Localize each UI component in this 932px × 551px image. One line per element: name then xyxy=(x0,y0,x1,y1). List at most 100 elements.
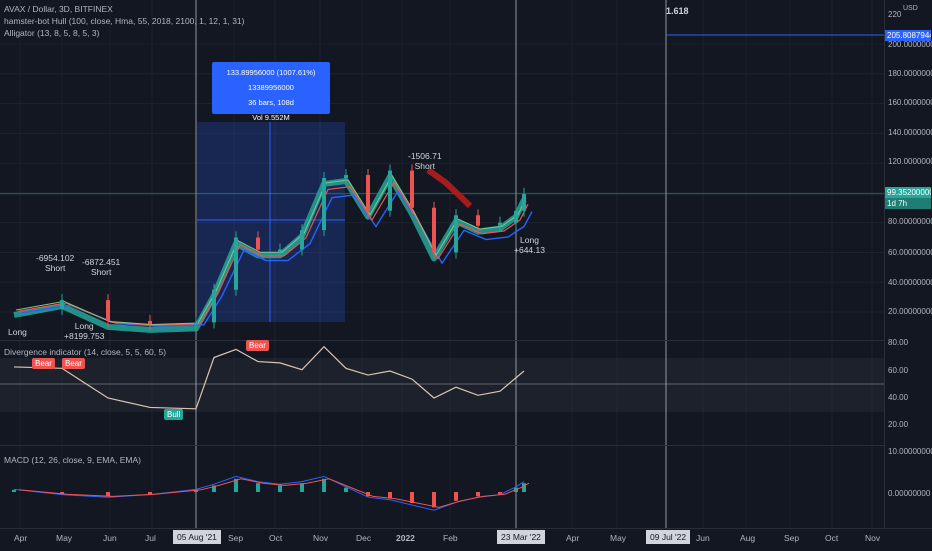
macd-histogram-bar xyxy=(60,492,64,495)
price-tick: 180.00000000 xyxy=(888,69,932,78)
time-tick: Apr xyxy=(14,533,28,543)
main-legend: AVAX / Dollar, 3D, BITFINEX hamster-bot … xyxy=(4,3,245,39)
candle-body xyxy=(300,230,304,250)
divergence-tick: 40.00 xyxy=(888,393,909,402)
time-axis[interactable] xyxy=(0,528,932,551)
macd-histogram-bar xyxy=(476,492,480,497)
bear-divergence-tag: Bear xyxy=(246,340,269,351)
divergence-legend[interactable]: Divergence indicator (14, close, 5, 5, 6… xyxy=(4,347,167,357)
time-tick: Jun xyxy=(696,533,710,543)
fib-price-badge: 205.80879446 xyxy=(885,30,931,41)
bear-divergence-tag: Bear xyxy=(32,358,55,369)
macd-histogram-bar xyxy=(212,485,216,492)
price-tick: 140.00000000 xyxy=(888,128,932,137)
macd-histogram-bar xyxy=(234,478,238,492)
candle-body xyxy=(366,175,370,211)
macd-signal-line xyxy=(18,478,530,508)
range-start-badge: 05 Aug '21 xyxy=(173,530,221,544)
time-tick: Oct xyxy=(269,533,283,543)
symbol-title[interactable]: AVAX / Dollar, 3D, BITFINEX xyxy=(4,4,113,14)
divergence-tick: 60.00 xyxy=(888,366,909,375)
candle-body xyxy=(234,237,238,290)
macd-histogram-bar xyxy=(498,492,502,495)
time-tick: Oct xyxy=(825,533,839,543)
candle-body xyxy=(60,300,64,310)
long-signal-label: Long +644.13 xyxy=(514,235,545,255)
bear-divergence-tag: Bear xyxy=(62,358,85,369)
macd-histogram-bar xyxy=(106,492,110,497)
short-signal-label: -6872.451 Short xyxy=(82,257,121,277)
price-tick: 80.00000000 xyxy=(888,217,932,226)
candle-body xyxy=(388,170,392,211)
macd-histogram-bar xyxy=(432,492,436,508)
bull-divergence-tag: Bull xyxy=(164,409,184,420)
macd-histogram-bar xyxy=(388,492,392,499)
candle-body xyxy=(522,193,526,211)
measure-change: 133.89956000 (1007.61%) 13389956000 xyxy=(226,68,316,92)
alligator-jaw-line xyxy=(21,189,533,327)
macd-histogram-bar xyxy=(410,492,414,503)
pane-separator[interactable] xyxy=(0,340,932,341)
candle-body xyxy=(278,249,282,252)
hull-legend[interactable]: hamster-bot Hull (100, close, Hma, 55, 2… xyxy=(4,16,245,26)
divergence-tick: 80.00 xyxy=(888,338,909,347)
price-tick: 40.00000000 xyxy=(888,278,932,287)
macd-tick: 0.00000000 xyxy=(888,489,931,498)
candle-body xyxy=(212,289,216,323)
alligator-legend[interactable]: Alligator (13, 8, 5, 8, 5, 3) xyxy=(4,28,100,38)
measure-bars: 36 bars, 108d xyxy=(248,98,294,107)
time-tick: Apr xyxy=(566,533,580,543)
candle-body xyxy=(148,320,152,324)
price-tick: 60.00000000 xyxy=(888,248,932,257)
macd-histogram-bar xyxy=(344,487,348,492)
time-tick: Nov xyxy=(865,533,881,543)
long-signal-label: Long +8199.753 xyxy=(64,321,105,341)
candle-body xyxy=(454,215,458,253)
price-tick: 160.00000000 xyxy=(888,98,932,107)
time-tick: Feb xyxy=(443,533,458,543)
divergence-line xyxy=(13,345,525,410)
price-axis[interactable] xyxy=(884,0,932,528)
candle-body xyxy=(498,222,502,226)
price-tick: 220 xyxy=(888,10,902,19)
price-tick: 200.00000000 xyxy=(888,40,932,49)
time-tick: May xyxy=(56,533,73,543)
pane-separator[interactable] xyxy=(0,445,932,446)
divergence-tick: 20.00 xyxy=(888,420,909,429)
currency-label[interactable]: USD xyxy=(903,5,918,12)
measure-tooltip: 133.89956000 (1007.61%) 13389956000 36 b… xyxy=(212,62,330,122)
time-tick: 2022 xyxy=(396,533,415,543)
time-tick: Aug xyxy=(740,533,756,543)
macd-histogram-bar xyxy=(454,492,458,501)
macd-histogram-bar xyxy=(194,489,198,492)
macd-legend[interactable]: MACD (12, 26, close, 9, EMA, EMA) xyxy=(4,455,141,465)
price-tick: 20.00000000 xyxy=(888,307,932,316)
candle-body xyxy=(106,300,110,321)
time-tick: Nov xyxy=(313,533,329,543)
macd-histogram-bar xyxy=(322,478,326,492)
macd-histogram-bar xyxy=(12,489,16,492)
macd-histogram-bar xyxy=(278,485,282,492)
macd-histogram-bar xyxy=(148,492,152,495)
countdown-badge: 1d 7h xyxy=(885,198,931,209)
last-price-badge: 99.35200000 xyxy=(885,187,931,198)
candle-body xyxy=(194,322,198,325)
candle-body xyxy=(410,170,414,208)
candle-body xyxy=(476,215,480,226)
short-signal-label: -6954.102 Short xyxy=(36,253,75,273)
time-tick: May xyxy=(610,533,627,543)
macd-histogram-bar xyxy=(256,483,260,492)
alligator-teeth-line xyxy=(17,181,529,326)
time-tick: Jun xyxy=(103,533,117,543)
range-end-badge: 23 Mar '22 xyxy=(497,530,545,544)
hull-bear-segment xyxy=(426,167,473,209)
macd-histogram-bar xyxy=(300,483,304,492)
time-tick: Dec xyxy=(356,533,372,543)
price-tick: 120.00000000 xyxy=(888,157,932,166)
macd-histogram-bar xyxy=(522,483,526,492)
macd-tick: 10.00000000 xyxy=(888,447,932,456)
time-tick: Sep xyxy=(784,533,800,543)
candle-body xyxy=(322,178,326,231)
